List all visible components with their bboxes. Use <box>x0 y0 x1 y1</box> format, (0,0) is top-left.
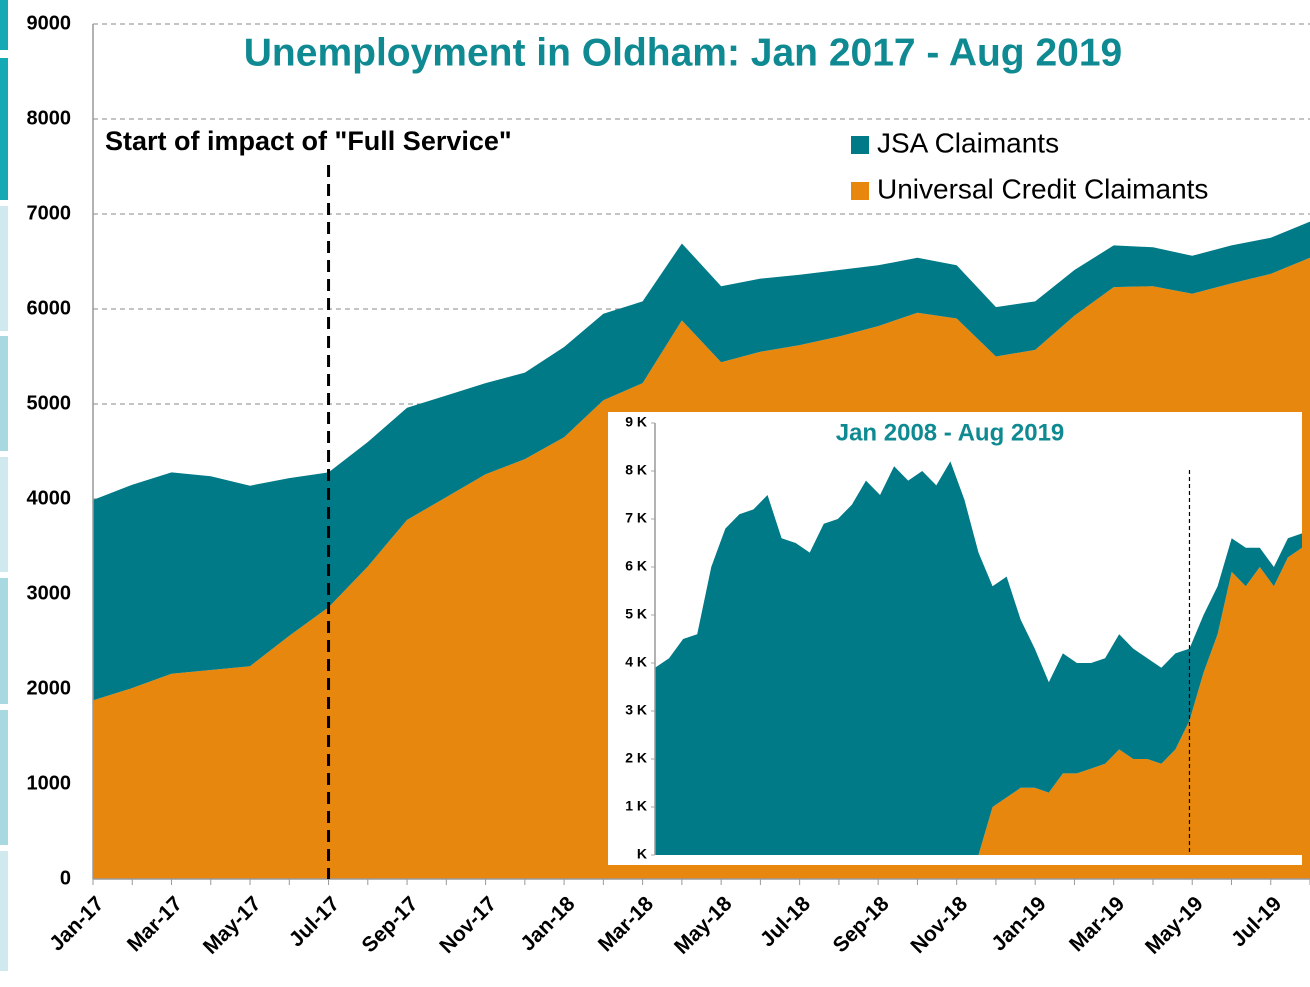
y-tick-label: 5 K <box>625 606 647 622</box>
legend-label: Universal Credit Claimants <box>877 173 1208 204</box>
x-tick-label: Nov-17 <box>435 892 501 958</box>
y-tick-label: 8 K <box>625 462 647 478</box>
y-tick-label: 7000 <box>27 202 72 224</box>
y-tick-label: 3 K <box>625 702 647 718</box>
y-tick-label: 1000 <box>27 772 72 794</box>
y-tick-label: 0 <box>60 867 71 889</box>
left-decoration <box>0 0 8 971</box>
x-tick-label: Mar-19 <box>1065 892 1129 956</box>
y-tick-label: 5000 <box>27 392 72 414</box>
area <box>93 221 1310 701</box>
y-tick-label: 2000 <box>27 677 72 699</box>
legend-swatch <box>851 136 869 154</box>
y-tick-label: 3000 <box>27 582 72 604</box>
x-tick-label: Sep-18 <box>829 892 894 957</box>
x-tick-label: Mar-18 <box>594 892 658 956</box>
y-tick-label: 4000 <box>27 487 72 509</box>
inset-x-axis <box>655 855 1302 865</box>
inset-title: Jan 2008 - Aug 2019 <box>836 419 1065 446</box>
y-tick-label: 2 K <box>625 750 647 766</box>
x-tick-label: Sep-17 <box>358 892 423 957</box>
y-tick-label: 7 K <box>625 510 647 526</box>
x-tick-label: Jul-17 <box>285 892 344 951</box>
x-tick-label: Mar-17 <box>123 892 187 956</box>
x-tick-label: May-18 <box>670 892 737 959</box>
annotation: Start of impact of "Full Service" <box>105 126 512 156</box>
x-tick-label: Jul-18 <box>756 892 815 951</box>
x-tick-label: Jul-19 <box>1227 892 1286 951</box>
y-tick-label: K <box>637 846 647 862</box>
y-tick-label: 6 K <box>625 558 647 574</box>
y-tick-label: 9000 <box>27 12 72 34</box>
area <box>655 461 1302 855</box>
y-tick-label: 4 K <box>625 654 647 670</box>
legend-label: JSA Claimants <box>877 127 1059 158</box>
y-tick-label: 1 K <box>625 798 647 814</box>
x-tick-label: Nov-18 <box>906 892 972 958</box>
x-tick-label: May-17 <box>199 892 266 959</box>
chart-title: Unemployment in Oldham: Jan 2017 - Aug 2… <box>244 31 1122 74</box>
y-tick-label: 8000 <box>27 107 72 129</box>
x-tick-label: Jan-19 <box>987 892 1050 955</box>
x-tick-label: May-19 <box>1141 892 1208 959</box>
y-tick-label: 9 K <box>625 414 647 430</box>
legend-swatch <box>851 182 869 200</box>
area <box>655 547 1302 855</box>
x-tick-label: Jan-17 <box>45 892 108 955</box>
x-tick-label: Jan-18 <box>516 892 580 956</box>
y-tick-label: 6000 <box>27 297 72 319</box>
